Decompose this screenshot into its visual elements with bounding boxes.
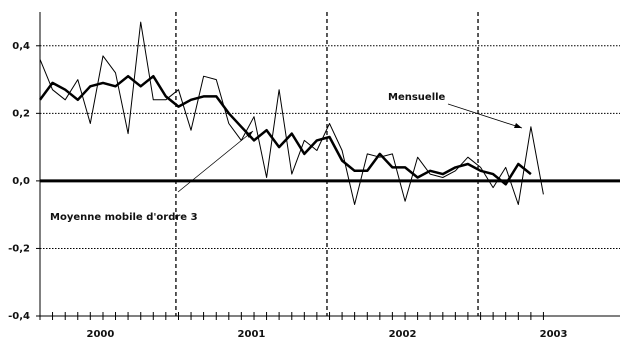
x-tick-label: 2001 xyxy=(238,329,266,340)
annotation: Mensuelle xyxy=(388,92,446,103)
y-tick-label: -0,2 xyxy=(8,243,30,254)
x-tick-label: 2002 xyxy=(389,329,417,340)
x-tick-label: 2003 xyxy=(540,329,568,340)
annotation: Moyenne mobile d'ordre 3 xyxy=(50,212,198,223)
series-line xyxy=(38,74,532,186)
y-tick-label: -0,4 xyxy=(8,311,30,322)
y-tick-label: 0,2 xyxy=(12,108,30,119)
annotation-arrow xyxy=(447,103,523,129)
x-tick-label: 2000 xyxy=(86,329,114,340)
y-tick-label: 0,0 xyxy=(12,176,30,187)
y-tick-label: 0,4 xyxy=(12,41,30,52)
arrow-head xyxy=(514,123,522,128)
